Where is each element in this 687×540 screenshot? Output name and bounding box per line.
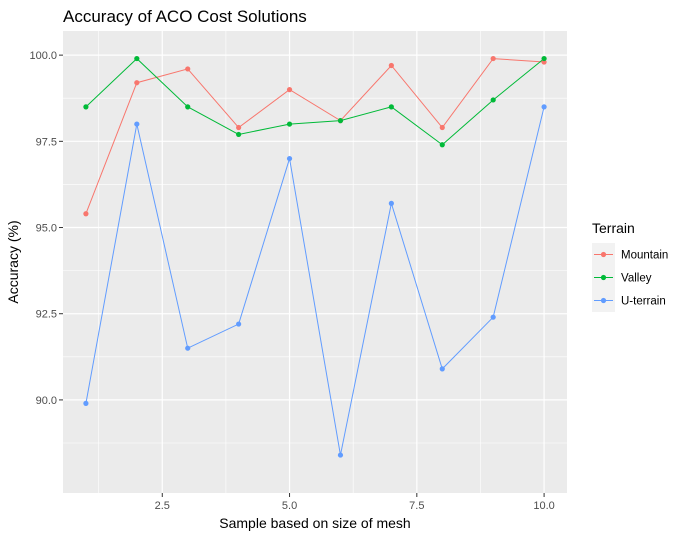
data-point-mountain (388, 62, 394, 69)
x-tick-label: 10.0 (533, 500, 554, 512)
y-tick-label: 90.0 (36, 395, 57, 407)
data-point-mountain (286, 87, 293, 93)
data-point-mountain (439, 124, 445, 131)
legend-label: Valley (621, 273, 652, 285)
legend-label: U-terrain (621, 296, 666, 308)
data-point-valley (236, 131, 242, 138)
data-point-u-terrain (337, 452, 344, 458)
data-point-u-terrain (388, 200, 394, 206)
plot-panel (63, 31, 567, 493)
x-tick-label: 5.0 (282, 500, 297, 512)
y-axis-title: Accuracy (%) (5, 220, 21, 303)
y-tick-label: 97.5 (36, 136, 57, 148)
data-point-valley (439, 142, 445, 148)
data-point-u-terrain (134, 121, 140, 127)
data-point-mountain (83, 211, 89, 217)
series-line-mountain (85, 58, 545, 214)
legend-title: Terrain (592, 220, 635, 236)
x-tick-label: 2.5 (155, 500, 170, 512)
x-axis-title: Sample based on size of mesh (219, 515, 410, 531)
data-point-valley (134, 55, 140, 62)
data-point-mountain (134, 80, 140, 86)
data-point-valley (388, 104, 394, 110)
legend-label: Mountain (621, 250, 668, 262)
data-point-u-terrain (236, 321, 242, 327)
chart-title: Accuracy of ACO Cost Solutions (63, 7, 307, 26)
series-line-valley (85, 57, 545, 146)
data-point-u-terrain (83, 400, 89, 406)
data-point-valley (83, 104, 89, 110)
data-point-mountain (236, 124, 242, 131)
data-point-valley (286, 121, 293, 127)
x-axis: 2.5 5.0 7.5 10.0 (155, 493, 555, 512)
legend-item-u-terrain: U-terrain (592, 289, 666, 312)
legend-item-valley: Valley (592, 266, 652, 289)
y-axis: 90.0 92.5 95.0 97.5 100.0 (29, 50, 63, 407)
x-tick-label: 7.5 (409, 500, 424, 512)
data-point-valley (541, 55, 547, 62)
y-tick-label: 100.0 (29, 50, 57, 62)
data-point-mountain (490, 55, 496, 62)
data-point-u-terrain (439, 366, 445, 372)
legend-item-mountain: Mountain (592, 243, 668, 266)
legend-key-point (600, 297, 607, 304)
legend-key-point (600, 251, 607, 258)
y-tick-label: 92.5 (36, 309, 57, 321)
series-line-u-terrain (85, 106, 545, 456)
legend-key-point (600, 274, 607, 281)
data-point-valley (337, 118, 344, 124)
data-point-u-terrain (286, 155, 293, 162)
data-point-u-terrain (185, 345, 191, 351)
series-points (83, 55, 547, 458)
data-point-mountain (185, 66, 191, 72)
series-lines (85, 57, 545, 456)
data-point-u-terrain (490, 314, 496, 320)
y-tick-label: 95.0 (36, 223, 57, 235)
data-point-valley (490, 97, 496, 103)
data-point-u-terrain (541, 104, 547, 110)
grid (63, 31, 567, 493)
data-point-valley (185, 104, 191, 110)
legend: Terrain Mountain Valley U-terrain (592, 220, 668, 312)
